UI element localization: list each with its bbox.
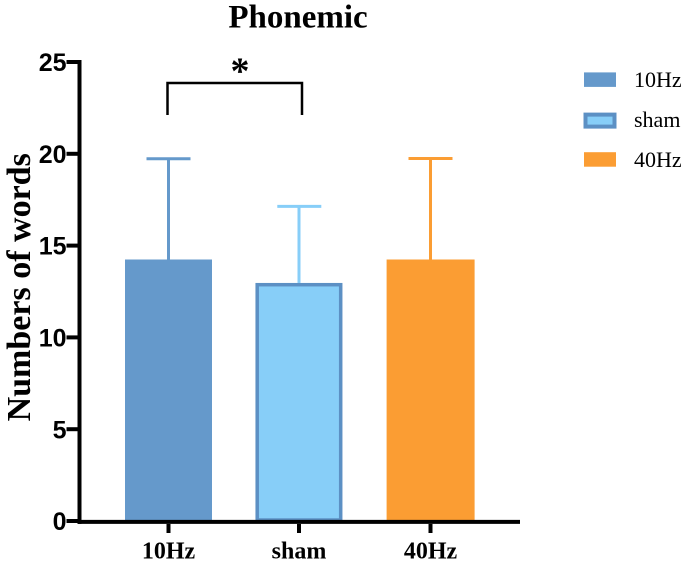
svg-text:*: * [231, 50, 250, 92]
svg-text:40Hz: 40Hz [404, 539, 458, 564]
svg-text:sham: sham [272, 539, 327, 564]
svg-text:sham: sham [634, 107, 680, 132]
svg-text:10: 10 [39, 325, 67, 353]
svg-text:15: 15 [39, 233, 67, 261]
svg-text:25: 25 [39, 49, 67, 77]
svg-text:Phonemic: Phonemic [228, 0, 367, 35]
svg-text:0: 0 [53, 508, 67, 536]
svg-text:10Hz: 10Hz [634, 67, 682, 92]
svg-text:40Hz: 40Hz [634, 147, 682, 172]
svg-text:20: 20 [39, 141, 67, 169]
svg-text:5: 5 [53, 416, 67, 444]
svg-text:10Hz: 10Hz [142, 539, 196, 564]
svg-text:Numbers of words: Numbers of words [1, 153, 38, 421]
